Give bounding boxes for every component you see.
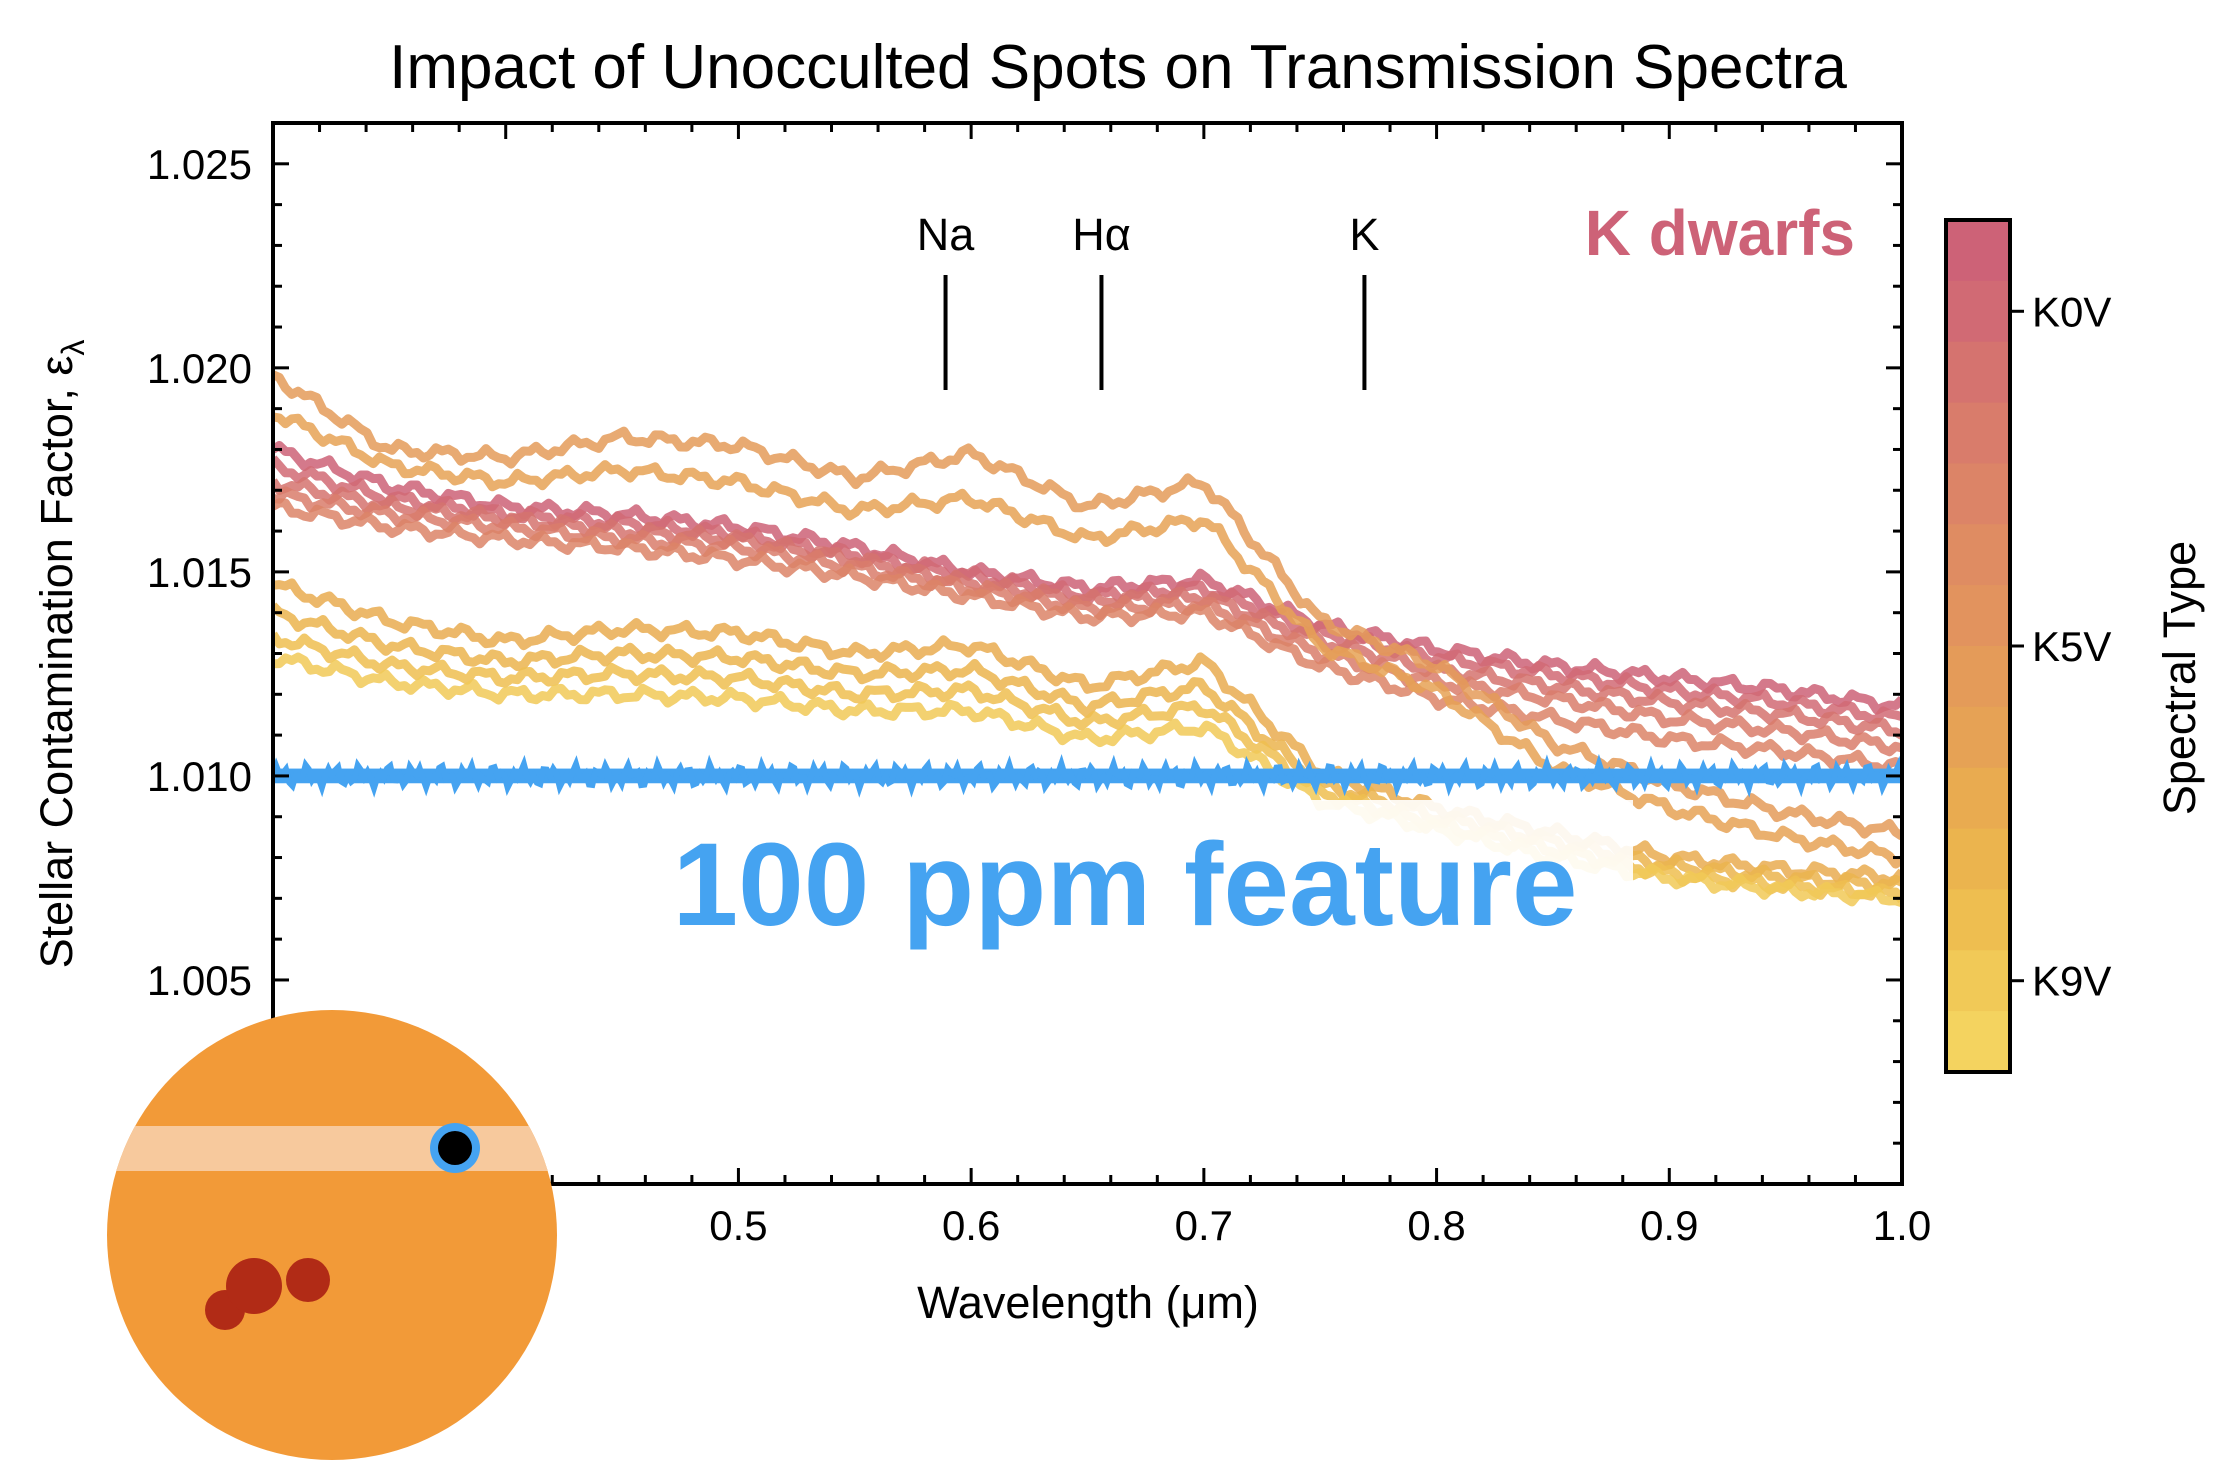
line-marker-label: Hα bbox=[1072, 209, 1131, 260]
feature-label-backdrop bbox=[618, 800, 1633, 930]
feature-noise bbox=[273, 753, 1902, 798]
colorbar-segment bbox=[1946, 950, 2010, 1013]
colorbar-segment bbox=[1946, 220, 2010, 282]
y-tick-label: 1.005 bbox=[147, 957, 252, 1004]
colorbar-segment bbox=[1946, 646, 2010, 708]
x-tick-label: 0.7 bbox=[1175, 1202, 1233, 1249]
y-tick-label: 1.015 bbox=[147, 549, 252, 596]
x-axis: 0.5 0.6 0.7 0.8 0.9 1.0 bbox=[271, 123, 1931, 1249]
series-line bbox=[273, 486, 1902, 757]
colorbar-segment bbox=[1946, 463, 2010, 526]
x-tick-label: 0.6 bbox=[942, 1202, 1000, 1249]
colorbar-tick-label: K5V bbox=[2032, 623, 2111, 670]
colorbar-label: Spectral Type bbox=[2154, 541, 2205, 815]
star-illustration bbox=[107, 1010, 557, 1460]
x-tick-label: 0.5 bbox=[709, 1202, 767, 1249]
line-marker-label: Na bbox=[917, 209, 975, 260]
star-spot bbox=[226, 1258, 282, 1314]
y-axis-label-main: Stellar Contamination Factor, ε bbox=[31, 356, 82, 969]
x-tick-label: 0.8 bbox=[1407, 1202, 1465, 1249]
transit-chord bbox=[107, 1126, 557, 1171]
y-tick-label: 1.025 bbox=[147, 141, 252, 188]
colorbar-segment bbox=[1946, 1011, 2010, 1073]
x-tick-label: 1.0 bbox=[1873, 1202, 1931, 1249]
group-annotation: K dwarfs bbox=[1585, 197, 1855, 269]
planet-disk bbox=[438, 1131, 472, 1165]
star-spot bbox=[286, 1258, 330, 1302]
colorbar-tick-label: K9V bbox=[2032, 958, 2111, 1005]
colorbar-segment bbox=[1946, 828, 2010, 891]
series-line bbox=[273, 498, 1902, 776]
colorbar-segment bbox=[1946, 402, 2010, 465]
line-markers: Na Hα K bbox=[917, 209, 1379, 390]
feature-band bbox=[273, 753, 1902, 798]
colorbar-segment bbox=[1946, 706, 2010, 769]
colorbar-tick-label: K0V bbox=[2032, 288, 2111, 335]
x-tick-label: 0.9 bbox=[1640, 1202, 1698, 1249]
colorbar-segment bbox=[1946, 524, 2010, 587]
y-axis-label: Stellar Contamination Factor, ελ bbox=[31, 340, 91, 969]
star-disk bbox=[107, 1010, 557, 1460]
colorbar-segment bbox=[1946, 341, 2010, 404]
line-marker-label: K bbox=[1349, 209, 1379, 260]
feature-annotation: 100 ppm feature bbox=[673, 819, 1578, 951]
colorbar: K0V K5V K9V bbox=[1944, 218, 2111, 1074]
x-axis-label: Wavelength (μm) bbox=[917, 1277, 1259, 1328]
colorbar-segment bbox=[1946, 889, 2010, 952]
plot-frame bbox=[271, 121, 1904, 1186]
y-axis-label-subscript: λ bbox=[55, 340, 91, 356]
chart-title: Impact of Unocculted Spots on Transmissi… bbox=[389, 33, 1847, 102]
colorbar-segment bbox=[1946, 585, 2010, 647]
y-axis: 1.005 1.010 1.015 1.020 1.025 bbox=[147, 121, 1902, 1186]
y-tick-label: 1.010 bbox=[147, 753, 252, 800]
series-line bbox=[273, 412, 1902, 869]
y-tick-label: 1.020 bbox=[147, 345, 252, 392]
colorbar-segment bbox=[1946, 280, 2010, 343]
colorbar-segment bbox=[1946, 767, 2010, 830]
